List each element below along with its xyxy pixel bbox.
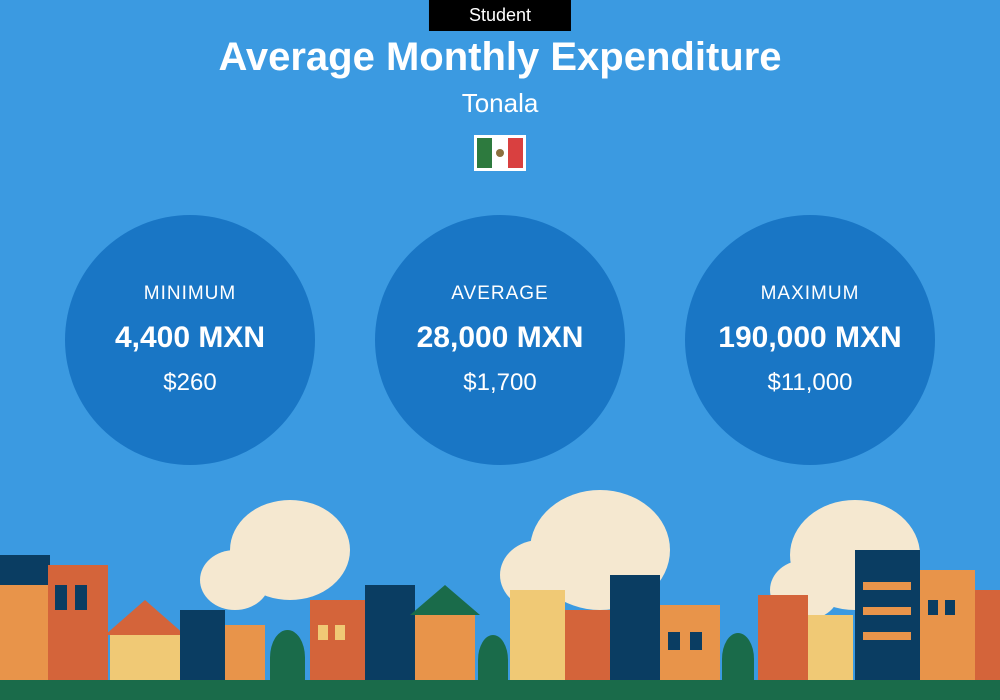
stat-label: AVERAGE: [451, 283, 548, 305]
ground: [0, 680, 1000, 700]
stat-circles: MINIMUM 4,400 MXN $260 AVERAGE 28,000 MX…: [0, 215, 1000, 465]
building: [510, 590, 565, 685]
building: [365, 585, 415, 685]
building: [863, 607, 911, 615]
building: [180, 610, 225, 685]
flag-emblem: [496, 149, 504, 157]
building: [855, 550, 920, 685]
building: [808, 615, 853, 685]
building: [410, 585, 480, 615]
stat-usd: $260: [163, 369, 216, 397]
stat-usd: $1,700: [463, 369, 536, 397]
tree: [270, 630, 305, 685]
building: [975, 590, 1000, 685]
building: [610, 575, 660, 685]
stat-value: 28,000 MXN: [417, 321, 584, 355]
tree: [722, 633, 754, 685]
location-subtitle: Tonala: [0, 88, 1000, 119]
building: [0, 555, 50, 585]
building: [565, 610, 610, 685]
stat-circle-average: AVERAGE 28,000 MXN $1,700: [375, 215, 625, 465]
building: [690, 632, 702, 650]
building: [310, 600, 365, 685]
stat-label: MAXIMUM: [761, 283, 860, 305]
building: [945, 600, 955, 615]
building: [0, 585, 50, 685]
cityscape-illustration: [0, 520, 1000, 700]
building: [318, 625, 328, 640]
building: [105, 600, 185, 635]
building: [75, 585, 87, 610]
building: [48, 565, 108, 685]
building: [415, 615, 475, 685]
building: [758, 595, 808, 685]
stat-usd: $11,000: [768, 369, 853, 397]
stat-label: MINIMUM: [144, 283, 236, 305]
infographic-container: Student Average Monthly Expenditure Tona…: [0, 0, 1000, 700]
tree: [478, 635, 508, 685]
cloud: [200, 550, 270, 610]
building: [55, 585, 67, 610]
stat-value: 4,400 MXN: [115, 321, 265, 355]
building: [920, 570, 975, 685]
stat-circle-minimum: MINIMUM 4,400 MXN $260: [65, 215, 315, 465]
building: [863, 632, 911, 640]
building: [225, 625, 265, 685]
flag-stripe-left: [477, 138, 492, 168]
building: [335, 625, 345, 640]
stat-value: 190,000 MXN: [718, 321, 901, 355]
stat-circle-maximum: MAXIMUM 190,000 MXN $11,000: [685, 215, 935, 465]
category-badge: Student: [429, 0, 571, 31]
country-flag: [474, 135, 526, 171]
building: [863, 582, 911, 590]
building: [668, 632, 680, 650]
building: [110, 635, 180, 685]
flag-stripe-right: [508, 138, 523, 168]
building: [928, 600, 938, 615]
page-title: Average Monthly Expenditure: [0, 35, 1000, 80]
